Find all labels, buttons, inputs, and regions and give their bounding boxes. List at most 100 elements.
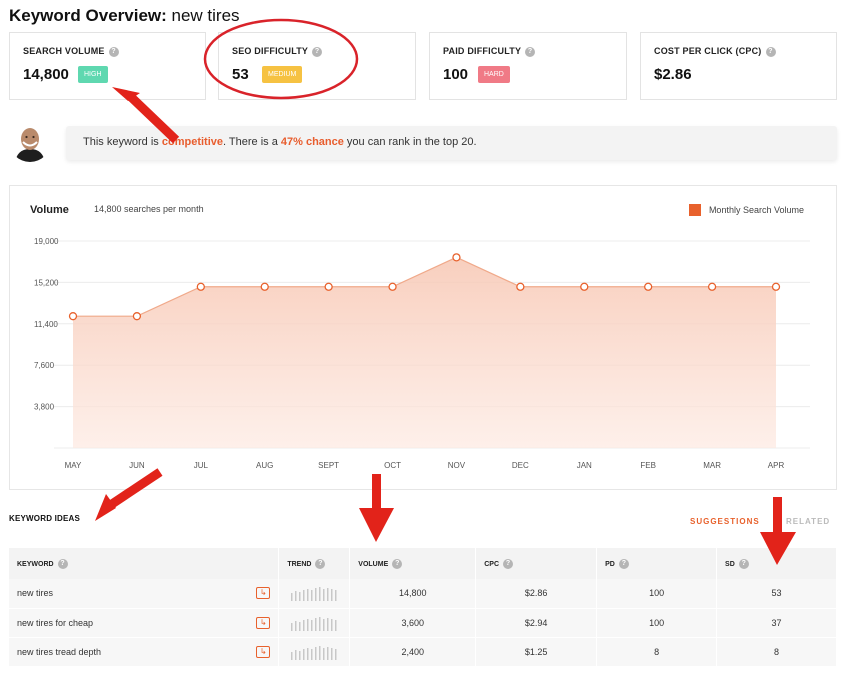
sparkline-bar	[311, 590, 313, 602]
chart-subtitle: 14,800 searches per month	[94, 204, 204, 214]
help-icon[interactable]: ?	[503, 558, 513, 569]
data-point[interactable]	[580, 282, 589, 291]
tab-related[interactable]: RELATED	[786, 517, 831, 526]
tab-suggestions[interactable]: SUGGESTIONS	[690, 517, 760, 526]
sparkline-bar	[299, 621, 301, 631]
help-icon[interactable]: ?	[315, 558, 326, 569]
keyword-cell[interactable]: new tires for cheap	[17, 617, 94, 628]
x-tick-label: JUN	[129, 461, 145, 470]
paid-difficulty-badge: HARD	[478, 66, 510, 83]
insight-text: This keyword is competitive. There is a …	[83, 136, 477, 148]
data-point[interactable]	[771, 282, 781, 291]
page-title-label: Keyword Overview:	[9, 6, 167, 25]
chart-title: Volume	[30, 204, 69, 216]
cpc-cell: $2.94	[475, 608, 598, 638]
search-volume-value: 14,800	[23, 66, 69, 83]
data-point[interactable]	[516, 282, 525, 291]
sparkline-bar	[335, 619, 337, 631]
cpc-cell: $1.25	[475, 637, 598, 667]
column-header-pd[interactable]: PD?	[596, 548, 718, 579]
sparkline-bar	[311, 648, 313, 660]
help-icon[interactable]: ?	[618, 558, 629, 569]
seo-difficulty-badge: MEDIUM	[262, 66, 303, 83]
help-icon[interactable]: ?	[392, 558, 403, 569]
data-point[interactable]	[260, 282, 269, 291]
data-point[interactable]	[324, 282, 333, 291]
column-header-sd[interactable]: SD?	[716, 548, 837, 579]
help-icon[interactable]: ?	[312, 46, 323, 57]
insight-banner: This keyword is competitive. There is a …	[66, 126, 837, 160]
column-header-trend[interactable]: TREND?	[278, 548, 351, 579]
sparkline-bar	[299, 592, 301, 602]
open-keyword-icon[interactable]: ↳	[256, 587, 271, 599]
rank-chance: 47% chance	[280, 136, 344, 148]
sparkline-bar	[315, 646, 317, 660]
data-point[interactable]	[68, 312, 78, 321]
data-point[interactable]	[707, 282, 717, 291]
volume-cell: 3,600	[349, 608, 477, 638]
seo-difficulty-value: 53	[232, 66, 249, 83]
volume-cell: 14,800	[349, 579, 477, 609]
search-volume-label: SEARCH VOLUME	[23, 46, 105, 56]
page-title-keyword: new tires	[171, 6, 240, 25]
sparkline-bar	[295, 591, 297, 602]
table-row[interactable]: new tires for cheap ↳ 3,600 $2.94 100 37	[9, 608, 837, 638]
data-point[interactable]	[388, 282, 397, 291]
sd-cell: 37	[716, 608, 837, 638]
data-point[interactable]	[196, 282, 205, 291]
sparkline-bar	[299, 650, 301, 660]
y-tick-label: 3,800	[34, 403, 55, 412]
pd-cell: 8	[596, 637, 718, 667]
sparkline-bar	[331, 589, 333, 602]
help-icon[interactable]: ?	[57, 558, 68, 569]
sparkline-bar	[291, 651, 293, 660]
column-header-volume[interactable]: VOLUME?	[349, 548, 477, 579]
avatar-image	[9, 120, 51, 162]
keyword-cell[interactable]: new tires	[17, 588, 54, 599]
data-point[interactable]	[644, 282, 653, 291]
y-tick-label: 15,200	[34, 278, 59, 287]
sparkline-bar	[295, 649, 297, 660]
help-icon[interactable]: ?	[525, 46, 536, 57]
column-header-cpc[interactable]: CPC?	[475, 548, 598, 579]
paid-difficulty-card: PAID DIFFICULTY? 100 HARD	[429, 32, 627, 100]
column-header-keyword[interactable]: KEYWORD?	[9, 548, 280, 579]
x-tick-label: DEC	[512, 461, 529, 470]
x-tick-label: SEPT	[318, 461, 339, 470]
keyword-cell[interactable]: new tires tread depth	[17, 646, 102, 657]
data-point[interactable]	[132, 312, 142, 321]
cpc-card: COST PER CLICK (CPC)? $2.86	[640, 32, 837, 100]
keyword-ideas-table: KEYWORD? TREND? VOLUME? CPC? PD? SD? new…	[9, 548, 837, 667]
sparkline-bar	[291, 622, 293, 631]
open-keyword-icon[interactable]: ↳	[256, 645, 271, 658]
x-tick-label: OCT	[384, 461, 401, 470]
sparkline-bar	[311, 619, 313, 631]
open-keyword-icon[interactable]: ↳	[256, 616, 271, 629]
sparkline-icon	[291, 645, 337, 660]
sparkline-bar	[303, 619, 305, 631]
volume-cell: 2,400	[349, 637, 477, 667]
table-row[interactable]: new tires tread depth ↳ 2,400 $1.25 8 8	[9, 637, 837, 667]
x-tick-label: MAR	[703, 461, 721, 470]
search-volume-badge: HIGH	[78, 66, 108, 83]
data-point[interactable]	[452, 253, 461, 262]
pd-cell: 100	[596, 579, 718, 609]
seo-difficulty-card: SEO DIFFICULTY? 53 MEDIUM	[218, 32, 416, 100]
table-row[interactable]: new tires ↳ 14,800 $2.86 100 53	[9, 579, 837, 609]
page-title: Keyword Overview: new tires	[9, 6, 240, 26]
help-icon[interactable]: ?	[738, 558, 749, 569]
sparkline-bar	[327, 646, 329, 660]
sparkline-bar	[331, 618, 333, 631]
help-icon[interactable]: ?	[765, 46, 776, 57]
area-fill	[73, 257, 776, 448]
sparkline-bar	[331, 647, 333, 660]
sparkline-bar	[327, 617, 329, 631]
sparkline-bar	[303, 590, 305, 602]
difficulty-word: competitive	[161, 136, 223, 148]
help-icon[interactable]: ?	[108, 46, 119, 57]
cpc-value: $2.86	[654, 66, 692, 83]
sparkline-bar	[315, 617, 317, 631]
x-tick-label: AUG	[256, 461, 273, 470]
pd-cell: 100	[596, 608, 718, 638]
paid-difficulty-value: 100	[443, 66, 469, 83]
